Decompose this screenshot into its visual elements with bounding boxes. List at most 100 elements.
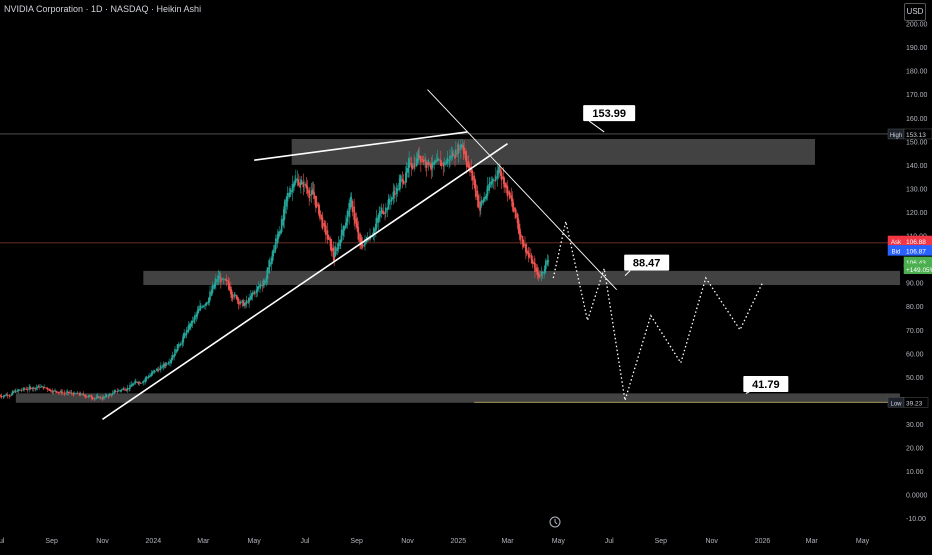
axis-marker-label-2: 106.88	[906, 239, 926, 246]
candle-body	[14, 390, 16, 393]
candle-body	[300, 183, 302, 185]
candle-body	[480, 200, 483, 206]
candle-body	[173, 354, 175, 358]
candle-body	[422, 159, 425, 163]
candle-body	[434, 160, 436, 164]
candle-body	[363, 244, 365, 246]
x-tick-label: Jul	[605, 538, 614, 545]
candle-body	[120, 389, 123, 391]
candle-body	[327, 234, 330, 240]
candle-body	[503, 177, 505, 188]
candle-body	[410, 163, 413, 168]
candle-body	[30, 387, 32, 389]
candle-body	[119, 390, 121, 392]
zone-box-3[interactable]	[15, 393, 901, 403]
callout-box-1[interactable]	[583, 105, 636, 122]
replay-icon[interactable]	[549, 516, 561, 528]
candle-body	[205, 303, 207, 307]
trendline-1[interactable]	[102, 143, 508, 420]
candle-body	[528, 253, 530, 258]
candle-body	[394, 193, 396, 195]
candle-body	[28, 387, 30, 390]
candle-body	[90, 395, 92, 397]
candle-body	[68, 392, 70, 394]
candle-body	[26, 389, 29, 391]
candle-body	[110, 394, 113, 396]
candle-body	[419, 155, 421, 157]
candle-body	[242, 301, 245, 306]
candle-body	[44, 387, 46, 389]
candle-body	[520, 234, 522, 238]
candle-body	[237, 298, 240, 305]
candle-body	[333, 252, 335, 262]
candle-body	[335, 247, 337, 255]
candle-body	[388, 198, 390, 205]
candle-body	[97, 396, 100, 398]
trendline-3[interactable]	[427, 89, 617, 291]
callout-box-2[interactable]	[624, 254, 670, 271]
chart-title: NVIDIA Corporation · 1D · NASDAQ · Heiki…	[4, 4, 202, 14]
candle-body	[359, 233, 361, 243]
candle-body	[17, 390, 20, 392]
candle-body	[515, 209, 517, 218]
candle-body	[476, 190, 479, 200]
candle-body	[103, 396, 105, 399]
candle-body	[294, 180, 296, 186]
candle-body	[23, 388, 25, 390]
x-tick-label: May	[248, 538, 262, 545]
candle-body	[516, 213, 519, 224]
candle-body	[236, 297, 239, 301]
currency-button[interactable]: USD	[904, 3, 926, 21]
candle-body	[457, 144, 460, 154]
trendline-2[interactable]	[254, 131, 468, 161]
candle-body	[427, 159, 430, 166]
candle-body	[193, 317, 195, 322]
candle-body	[105, 394, 107, 398]
candle-body	[446, 157, 449, 163]
candle-body	[147, 376, 150, 378]
candle-body	[164, 365, 166, 367]
candle-body	[163, 364, 165, 366]
axis-marker-label-3: 106.87	[906, 248, 926, 255]
candle-body	[12, 391, 15, 394]
candle-body	[437, 159, 440, 160]
candle-body	[318, 205, 320, 216]
zone-box-1[interactable]	[291, 138, 816, 165]
candle-body	[525, 248, 528, 254]
candle-body	[404, 181, 406, 183]
candle-body	[414, 165, 416, 167]
candle-body	[519, 228, 521, 240]
candle-body	[25, 388, 28, 390]
candle-body	[543, 272, 545, 274]
candle-body	[348, 203, 350, 217]
candle-body	[51, 390, 54, 393]
candle-body	[401, 178, 404, 182]
candle-body	[295, 178, 297, 183]
candle-body	[346, 210, 349, 223]
callout-box-3[interactable]	[743, 375, 789, 392]
candle-body	[22, 388, 25, 391]
candle-body	[84, 394, 86, 397]
candle-body	[194, 314, 196, 320]
x-tick-label: 2026	[755, 538, 771, 545]
candle-body	[524, 243, 526, 246]
candle-body	[340, 239, 342, 243]
candle-body	[284, 199, 286, 214]
candle-body	[449, 155, 451, 161]
candle-body	[240, 301, 242, 304]
candle-body	[321, 217, 324, 229]
zone-box-2[interactable]	[143, 270, 901, 286]
candle-body	[94, 398, 96, 400]
candle-body	[100, 397, 102, 399]
projection-path[interactable]	[552, 221, 764, 401]
candle-body	[74, 393, 76, 395]
candle-body	[508, 191, 510, 195]
callout-label-3: 41.79	[752, 379, 780, 391]
candle-body	[222, 279, 225, 281]
y-tick-label: -10.00	[906, 516, 926, 523]
candle-body	[61, 392, 64, 394]
candle-body	[288, 192, 290, 198]
candle-body	[55, 390, 57, 392]
candle-body	[60, 391, 63, 394]
